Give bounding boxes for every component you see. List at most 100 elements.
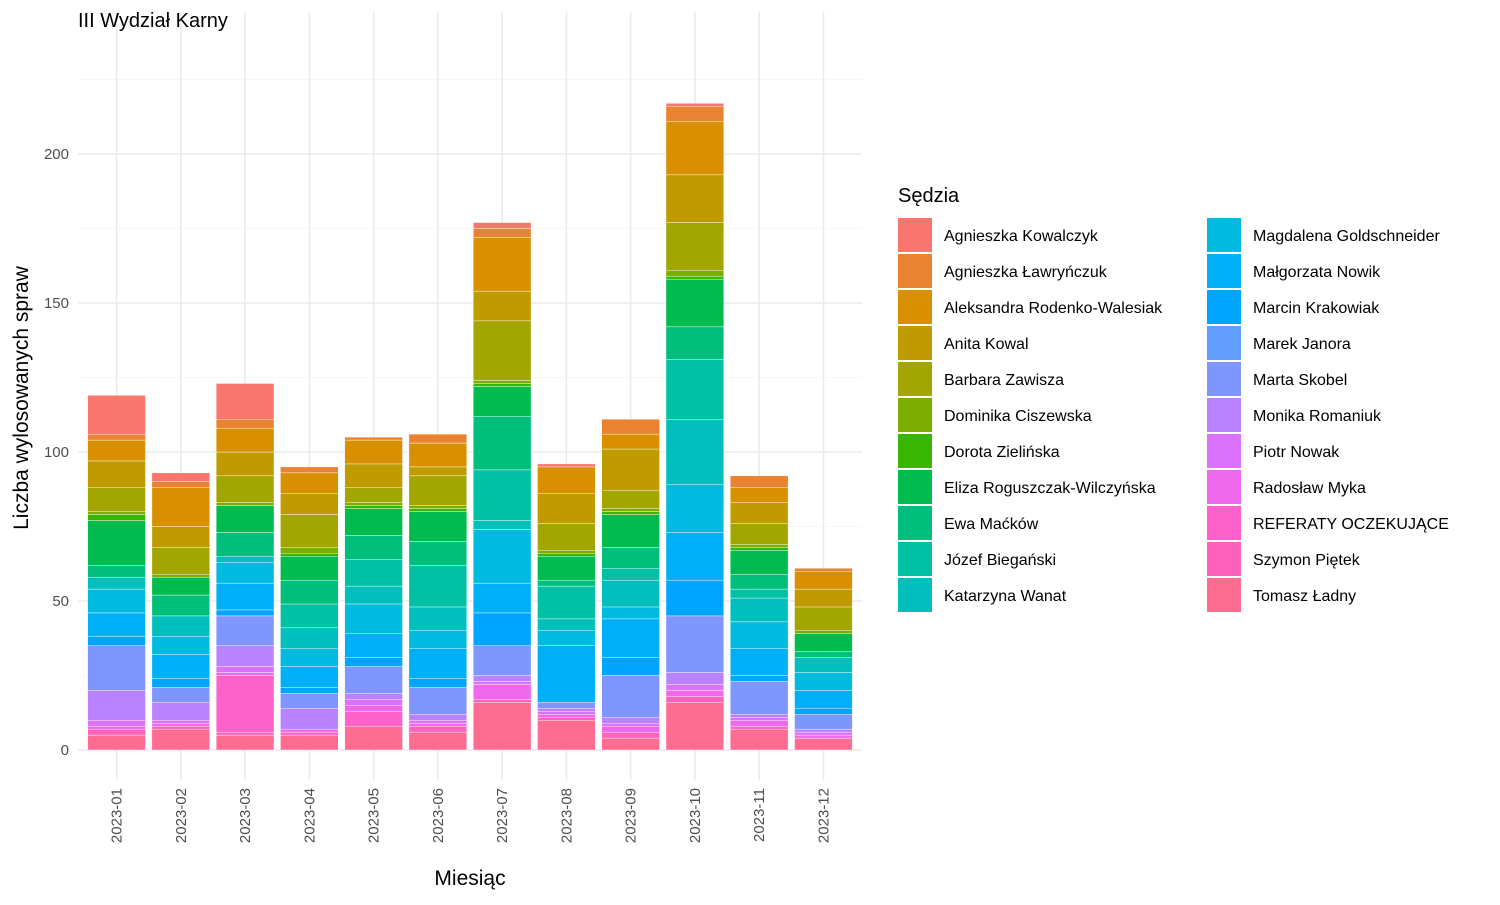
- bar-segment: 2023-12 – Tomasz Ładny: 4: [794, 737, 853, 751]
- bar-segment: 2023-04 – Małgorzata Nowik: 7: [280, 666, 339, 688]
- bar-segment: 2023-03 – Agnieszka Ławryńczuk: 3: [215, 419, 275, 429]
- bar-segment: 2023-01 – Piotr Nowak: 2: [87, 720, 146, 727]
- bar-segment: 2023-12 – Dominika Ciszewska: 1: [794, 630, 853, 634]
- bar-segment: 2023-10 – Małgorzata Nowik: 16: [665, 532, 725, 581]
- bar-segment: 2023-06 – Agnieszka Ławryńczuk: 3: [408, 433, 467, 444]
- bar-segment: 2023-03 – Małgorzata Nowik: 9: [215, 582, 275, 611]
- bar-segment: 2023-02 – Piotr Nowak: 1: [151, 720, 210, 724]
- legend-swatch: [898, 578, 932, 612]
- bar-segment: 2023-12 – Magdalena Goldschneider: 6: [794, 672, 853, 691]
- bar-segment: 2023-10 – Agnieszka Ławryńczuk: 5: [665, 106, 725, 122]
- legend-swatch: [1207, 254, 1241, 288]
- bar-segment: 2023-02 – Magdalena Goldschneider: 6: [151, 636, 210, 655]
- bar-segment: 2023-03 – Magdalena Goldschneider: 7: [215, 562, 275, 584]
- legend-item: Agnieszka Ławryńczuk: [898, 254, 1108, 288]
- bar-segment: 2023-12 – Małgorzata Nowik: 6: [794, 690, 853, 709]
- bar-segment: 2023-08 – Magdalena Goldschneider: 5: [537, 630, 596, 646]
- y-tick-label: 200: [44, 146, 69, 163]
- bar-segment: 2023-02 – Tomasz Ładny: 7: [151, 728, 210, 751]
- bar-segment: 2023-07 – Anita Kowal: 10: [473, 290, 532, 322]
- bar-segment: 2023-11 – Radosław Myka: 2: [730, 720, 789, 727]
- bar-segment: 2023-11 – Anita Kowal: 7: [730, 502, 789, 524]
- bar-segment: 2023-06 – Magdalena Goldschneider: 6: [408, 630, 467, 649]
- bar-segment: 2023-02 – Marcin Krakowiak: 3: [151, 678, 210, 688]
- bar-segment: 2023-11 – Barbara Zawisza: 7: [730, 523, 789, 545]
- bar-segment: 2023-09 – Tomasz Ładny: 4: [601, 737, 660, 751]
- bar-segment: 2023-11 – Tomasz Ładny: 7: [730, 728, 789, 751]
- chart-title: III Wydział Karny: [78, 10, 228, 32]
- bar-segment: 2023-01 – Agnieszka Ławryńczuk: 2: [87, 433, 146, 441]
- bar-segment: 2023-07 – Szymon Piętek: 1: [473, 699, 532, 703]
- legend-label: Aleksandra Rodenko-Walesiak: [944, 300, 1163, 317]
- bar-segment: 2023-10 – Magdalena Goldschneider: 16: [665, 484, 725, 533]
- bar-segment: 2023-10 – Agnieszka Kowalczyk: 1: [665, 103, 725, 107]
- bar-segment: 2023-04 – Tomasz Ładny: 5: [280, 734, 339, 751]
- bar-segment: 2023-01 – Monika Romaniuk: 10: [87, 690, 146, 721]
- bar-segment: 2023-04 – Radosław Myka: 1: [280, 728, 339, 733]
- x-tick-label: 2023-03: [237, 788, 254, 843]
- bar-segment: 2023-09 – Marta Skobel: 14: [601, 675, 660, 718]
- bar-segment: 2023-08 – Agnieszka Kowalczyk: 1: [537, 463, 596, 468]
- bar-segment: 2023-02 – Małgorzata Nowik: 8: [151, 654, 210, 679]
- bar-segment: 2023-12 – Katarzyna Wanat: 5: [794, 657, 853, 673]
- legend-title: Sędzia: [898, 185, 960, 207]
- x-axis-ticks: 2023-01 2023-02 2023-03 2023-04 2023-05 2023-…: [109, 788, 833, 843]
- bar-segment: 2023-08 – Marta Skobel: 2: [537, 702, 596, 709]
- bar-segment: 2023-04 – Aleksandra Rodenko-Walesiak: 7: [280, 472, 339, 494]
- bar-segment: 2023-01 – Marta Skobel: 15: [87, 645, 146, 691]
- bar-segment: 2023-02 – Aleksandra Rodenko-Walesiak: 1…: [151, 487, 210, 527]
- bar-segment: 2023-01 – Magdalena Goldschneider: 8: [87, 588, 146, 614]
- x-tick-label: 2023-02: [173, 788, 190, 843]
- bar-segment: 2023-09 – Radosław Myka: 2: [601, 725, 660, 733]
- legend-swatch: [1207, 434, 1241, 468]
- legend-item: Aleksandra Rodenko-Walesiak: [898, 290, 1163, 324]
- bar-segment: 2023-02 – Marta Skobel: 5: [151, 687, 210, 703]
- bar-segment: 2023-11 – Małgorzata Nowik: 9: [730, 648, 789, 676]
- bar-segment: 2023-10 – Eliza Roguszczak-Wilczyńska: 1…: [665, 278, 725, 328]
- bar-segment: 2023-08 – Radosław Myka: 1: [537, 714, 596, 718]
- bar-segment: 2023-07 – Małgorzata Nowik: 10: [473, 582, 532, 614]
- bar-segment: 2023-01 – Aleksandra Rodenko-Walesiak: 7: [87, 439, 146, 462]
- legend-item: Dominika Ciszewska: [898, 398, 1092, 432]
- bar-segment: 2023-05 – Marcin Krakowiak: 3: [344, 657, 403, 667]
- bar-segment: 2023-06 – Eliza Roguszczak-Wilczyńska: 1…: [408, 511, 467, 542]
- bar-segment: 2023-11 – Dorota Zielińska: 1: [730, 547, 789, 551]
- bar-segment: 2023-10 – Piotr Nowak: 2: [665, 684, 725, 691]
- legend-item: Agnieszka Kowalczyk: [898, 218, 1099, 252]
- bar-segment: 2023-11 – Eliza Roguszczak-Wilczyńska: 8: [730, 550, 789, 575]
- bar-segment: 2023-04 – Monika Romaniuk: 7: [280, 708, 339, 730]
- legend-swatch: [1207, 290, 1241, 324]
- y-tick-label: 100: [44, 444, 69, 461]
- legend-item: Piotr Nowak: [1207, 434, 1340, 468]
- bar-segment: 2023-12 – Marta Skobel: 5: [794, 714, 853, 730]
- bar-segment: 2023-12 – Barbara Zawisza: 8: [794, 606, 853, 632]
- bar-segment: 2023-03 – Marcin Krakowiak: 2: [215, 609, 275, 617]
- legend-item: Eliza Roguszczak-Wilczyńska: [898, 470, 1156, 504]
- bar-segment: 2023-11 – Józef Biegański: 3: [730, 588, 789, 599]
- legend-items: Agnieszka Kowalczyk Agnieszka Ławryńczuk A…: [898, 218, 1449, 612]
- bar-segment: 2023-09 – Józef Biegański: 4: [601, 568, 660, 581]
- bar-segment: 2023-06 – Tomasz Ładny: 6: [408, 731, 467, 751]
- bar-segment: 2023-05 – Katarzyna Wanat: 6: [344, 585, 403, 605]
- bar-segment: 2023-11 – Marta Skobel: 11: [730, 681, 789, 715]
- legend-swatch: [898, 470, 932, 504]
- bar-segment: 2023-01 – Dominika Ciszewska: 1: [87, 511, 146, 515]
- bar-segment: 2023-10 – Marcin Krakowiak: 12: [665, 579, 725, 617]
- bar-segment: 2023-03 – Agnieszka Kowalczyk: 12: [215, 383, 275, 420]
- legend-swatch: [1207, 218, 1241, 252]
- legend-swatch: [898, 254, 932, 288]
- bar-segment: 2023-05 – Aleksandra Rodenko-Walesiak: 8: [344, 439, 403, 465]
- bar-segment: 2023-06 – Dorota Zielińska: 1: [408, 508, 467, 512]
- bar-segment: 2023-12 – Radosław Myka: 1: [794, 734, 853, 739]
- bar-segment: 2023-09 – Agnieszka Ławryńczuk: 5: [601, 419, 660, 435]
- x-tick-label: 2023-05: [366, 788, 383, 843]
- bar-segment: 2023-04 – Ewa Maćków: 8: [280, 579, 339, 605]
- bar-segment: 2023-04 – Marta Skobel: 5: [280, 693, 339, 709]
- bar-segment: 2023-07 – Radosław Myka: 5: [473, 684, 532, 700]
- bar-segment: 2023-05 – Anita Kowal: 8: [344, 463, 403, 488]
- bar-segment: 2023-08 – Dominika Ciszewska: 1: [537, 550, 596, 554]
- legend-label: REFERATY OCZEKUJĄCE: [1253, 516, 1449, 533]
- x-axis-title: Miesiąc: [434, 867, 505, 890]
- legend-label: Magdalena Goldschneider: [1253, 228, 1440, 245]
